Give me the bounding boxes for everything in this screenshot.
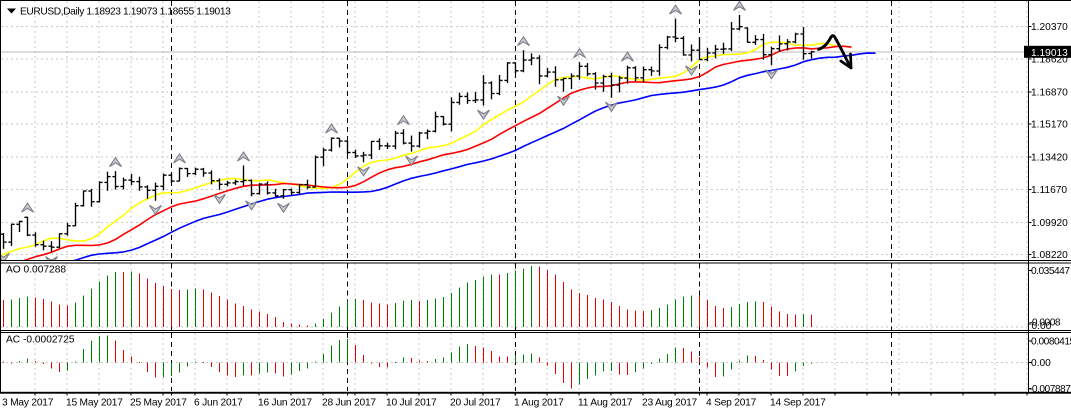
svg-text:1.16870: 1.16870 (1031, 88, 1068, 99)
svg-text:4 Sep 2017: 4 Sep 2017 (706, 398, 757, 409)
svg-text:3 May 2017: 3 May 2017 (2, 398, 54, 409)
svg-text:23 Aug 2017: 23 Aug 2017 (642, 398, 698, 409)
svg-text:0.00: 0.00 (1031, 358, 1051, 369)
svg-text:14 Sep 2017: 14 Sep 2017 (770, 398, 826, 409)
svg-text:1.13420: 1.13420 (1031, 152, 1068, 163)
svg-text:20 Jul 2017: 20 Jul 2017 (450, 398, 501, 409)
svg-text:1.11670: 1.11670 (1031, 185, 1067, 196)
svg-text:0.00: 0.00 (1032, 321, 1052, 332)
svg-text:1 Aug 2017: 1 Aug 2017 (514, 398, 564, 409)
svg-text:-0.007887: -0.007887 (1029, 384, 1071, 395)
svg-text:25 May 2017: 25 May 2017 (130, 398, 187, 409)
svg-text:0.0080415: 0.0080415 (1031, 337, 1071, 348)
svg-text:0.035447: 0.035447 (1031, 266, 1070, 277)
svg-text:11 Aug 2017: 11 Aug 2017 (578, 398, 633, 409)
svg-text:1.19013: 1.19013 (1031, 48, 1068, 59)
svg-text:6 Jun 2017: 6 Jun 2017 (194, 398, 243, 409)
svg-text:1.20370: 1.20370 (1031, 22, 1068, 33)
svg-text:15 May 2017: 15 May 2017 (66, 398, 123, 409)
svg-text:16 Jun 2017: 16 Jun 2017 (258, 398, 312, 409)
svg-text:EURUSD,Daily 1.18923 1.19073: EURUSD,Daily 1.18923 1.19073 1.18655 1.1… (20, 6, 231, 17)
svg-text:1.15170: 1.15170 (1031, 120, 1068, 131)
svg-text:1.09920: 1.09920 (1031, 218, 1068, 229)
svg-text:1.08220: 1.08220 (1031, 250, 1068, 261)
svg-text:-0.0008: -0.0008 (1029, 317, 1061, 328)
svg-text:28 Jun 2017: 28 Jun 2017 (322, 398, 376, 409)
svg-text:10 Jul 2017: 10 Jul 2017 (386, 398, 437, 409)
svg-text:1.18620: 1.18620 (1031, 55, 1068, 66)
svg-text:AO 0.007288: AO 0.007288 (6, 265, 66, 276)
svg-text:AC -0.0002725: AC -0.0002725 (6, 335, 75, 346)
